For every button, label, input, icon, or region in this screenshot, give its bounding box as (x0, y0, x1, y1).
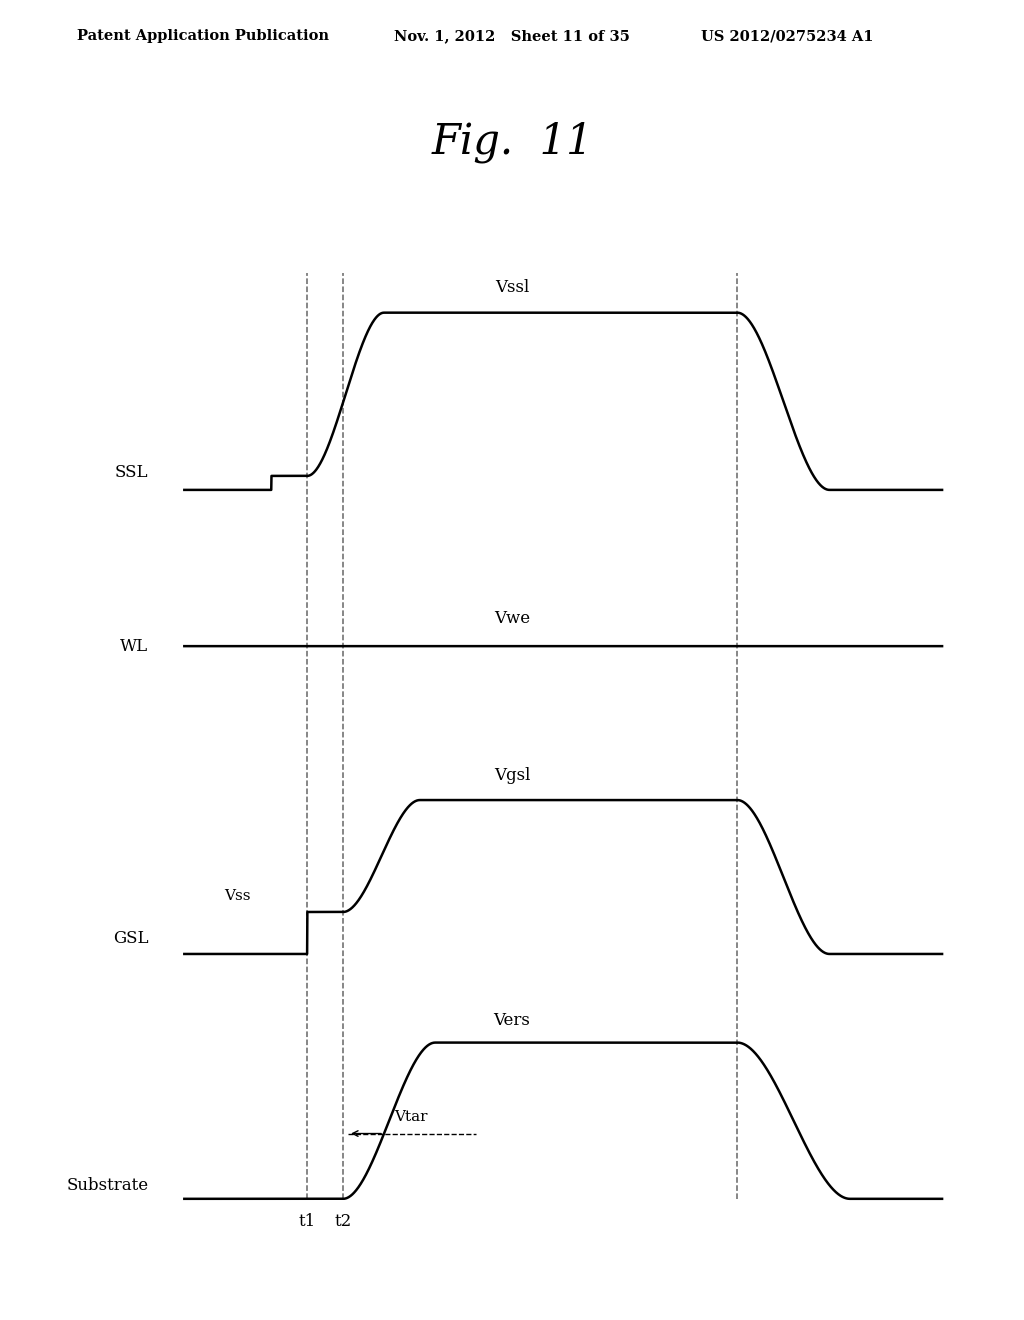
Text: Vgsl: Vgsl (494, 767, 530, 784)
Text: t2: t2 (335, 1213, 351, 1230)
Text: Vss: Vss (224, 888, 251, 903)
Text: GSL: GSL (113, 931, 148, 946)
Text: Fig.  11: Fig. 11 (431, 121, 593, 164)
Text: WL: WL (121, 638, 148, 655)
Text: t1: t1 (299, 1213, 315, 1230)
Text: Vssl: Vssl (495, 280, 529, 297)
Text: Vers: Vers (494, 1011, 530, 1028)
Text: Nov. 1, 2012   Sheet 11 of 35: Nov. 1, 2012 Sheet 11 of 35 (394, 29, 630, 44)
Text: US 2012/0275234 A1: US 2012/0275234 A1 (701, 29, 873, 44)
Text: Substrate: Substrate (67, 1177, 148, 1195)
Text: Vtar: Vtar (394, 1110, 428, 1125)
Text: Patent Application Publication: Patent Application Publication (77, 29, 329, 44)
Text: SSL: SSL (115, 463, 148, 480)
Text: Vwe: Vwe (494, 610, 530, 627)
